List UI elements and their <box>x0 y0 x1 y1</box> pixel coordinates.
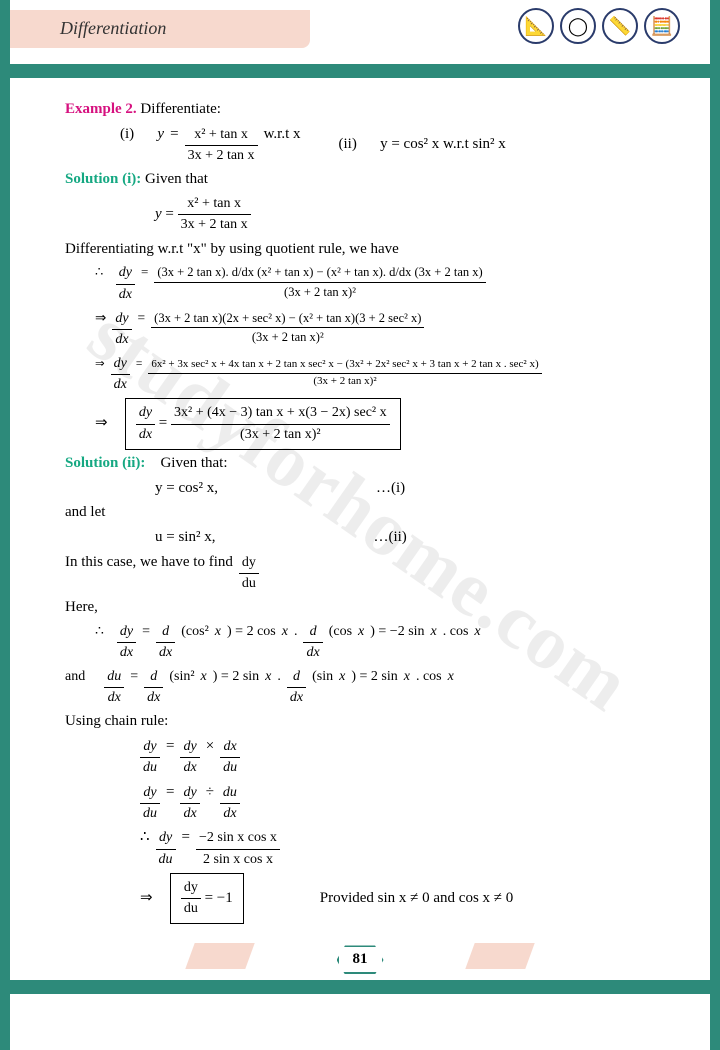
and-let: and let <box>65 502 670 524</box>
part-i: (i) y = x² + tan x 3x + 2 tan x w.r.t x <box>120 124 301 167</box>
deco-right <box>465 943 534 969</box>
example-text: Differentiate: <box>140 101 221 117</box>
chain-eq3: ∴ dydu = −2 sin x cos x 2 sin x cos x <box>65 827 670 870</box>
compass-icon: ◯ <box>560 8 596 44</box>
part-i-wrt: w.r.t x <box>264 124 301 146</box>
part-i-num: (i) <box>120 124 134 146</box>
step1: ∴ dydx = (3x + 2 tan x). d/dx (x² + tan … <box>65 263 670 305</box>
step3: ⇒ dydx = 6x² + 3x sec² x + 4x tan x + 2 … <box>65 354 670 396</box>
case-text: In this case, we have to find dydu <box>65 552 670 595</box>
bottom-green-bar <box>10 980 710 994</box>
part-ii-num: (ii) <box>339 134 357 156</box>
calculator-icon: 🧮 <box>644 8 680 44</box>
solution-i-heading: Solution (i): Given that <box>65 169 670 191</box>
solution-i-given: Given that <box>145 171 208 187</box>
provided-text: Provided sin x ≠ 0 and cos x ≠ 0 <box>320 888 514 910</box>
y-fraction: y = x² + tan x 3x + 2 tan x <box>65 194 670 236</box>
icon-row: 📐 ◯ 📏 🧮 <box>518 8 680 44</box>
part-i-fraction: x² + tan x 3x + 2 tan x <box>185 125 258 167</box>
diff-text: Differentiating w.r.t "x" by using quoti… <box>65 239 670 261</box>
solution-ii-given: Given that: <box>160 455 227 471</box>
page-number: 81 <box>337 945 384 974</box>
page-header: Differentiation 📐 ◯ 📏 🧮 <box>10 0 710 60</box>
here: Here, <box>65 597 670 619</box>
boxed-result-i: dydx = 3x² + (4x − 3) tan x + x(3 − 2x) … <box>125 398 401 450</box>
step-final: ⇒ dydx = 3x² + (4x − 3) tan x + x(3 − 2x… <box>65 398 670 450</box>
ruler-icon: 📏 <box>602 8 638 44</box>
solution-i-label: Solution (i): <box>65 171 141 187</box>
chain-rule: Using chain rule: <box>65 711 670 733</box>
boxed-result-ii: dydu = −1 <box>170 873 244 925</box>
chain-final: ⇒ dydu = −1 Provided sin x ≠ 0 and cos x… <box>65 873 670 925</box>
solution-ii-label: Solution (ii): <box>65 455 145 471</box>
triangle-icon: 📐 <box>518 8 554 44</box>
content-area: studyforhome.com Example 2. Differentiat… <box>10 78 710 939</box>
problem-row: (i) y = x² + tan x 3x + 2 tan x w.r.t x … <box>65 124 670 167</box>
dy-dx-cos: ∴ dydx = ddx(cos² x) = 2 cos x . ddx(cos… <box>65 622 670 664</box>
part-ii: (ii) y = cos² x w.r.t sin² x <box>339 134 506 156</box>
u-sin: u = sin² x, …(ii) <box>65 527 670 549</box>
page-number-bar: 81 <box>10 939 710 980</box>
solution-ii-heading: Solution (ii): Given that: <box>65 453 670 475</box>
deco-left <box>185 943 254 969</box>
step2: ⇒ dydx = (3x + 2 tan x)(2x + sec² x) − (… <box>65 308 670 351</box>
page: Differentiation 📐 ◯ 📏 🧮 studyforhome.com… <box>0 0 720 1050</box>
y-cos: y = cos² x, …(i) <box>65 478 670 500</box>
chain-eq1: dydu = dydx × dxdu <box>65 736 670 779</box>
chain-eq2: dydu = dydx ÷ dudx <box>65 782 670 825</box>
du-dx-sin: and dudx = ddx(sin² x) = 2 sin x . ddx(s… <box>65 667 670 709</box>
top-green-bar <box>10 64 710 78</box>
example-label: Example 2. <box>65 101 137 117</box>
example-heading: Example 2. Differentiate: <box>65 99 670 121</box>
part-ii-eq: y = cos² x w.r.t sin² x <box>380 134 506 156</box>
